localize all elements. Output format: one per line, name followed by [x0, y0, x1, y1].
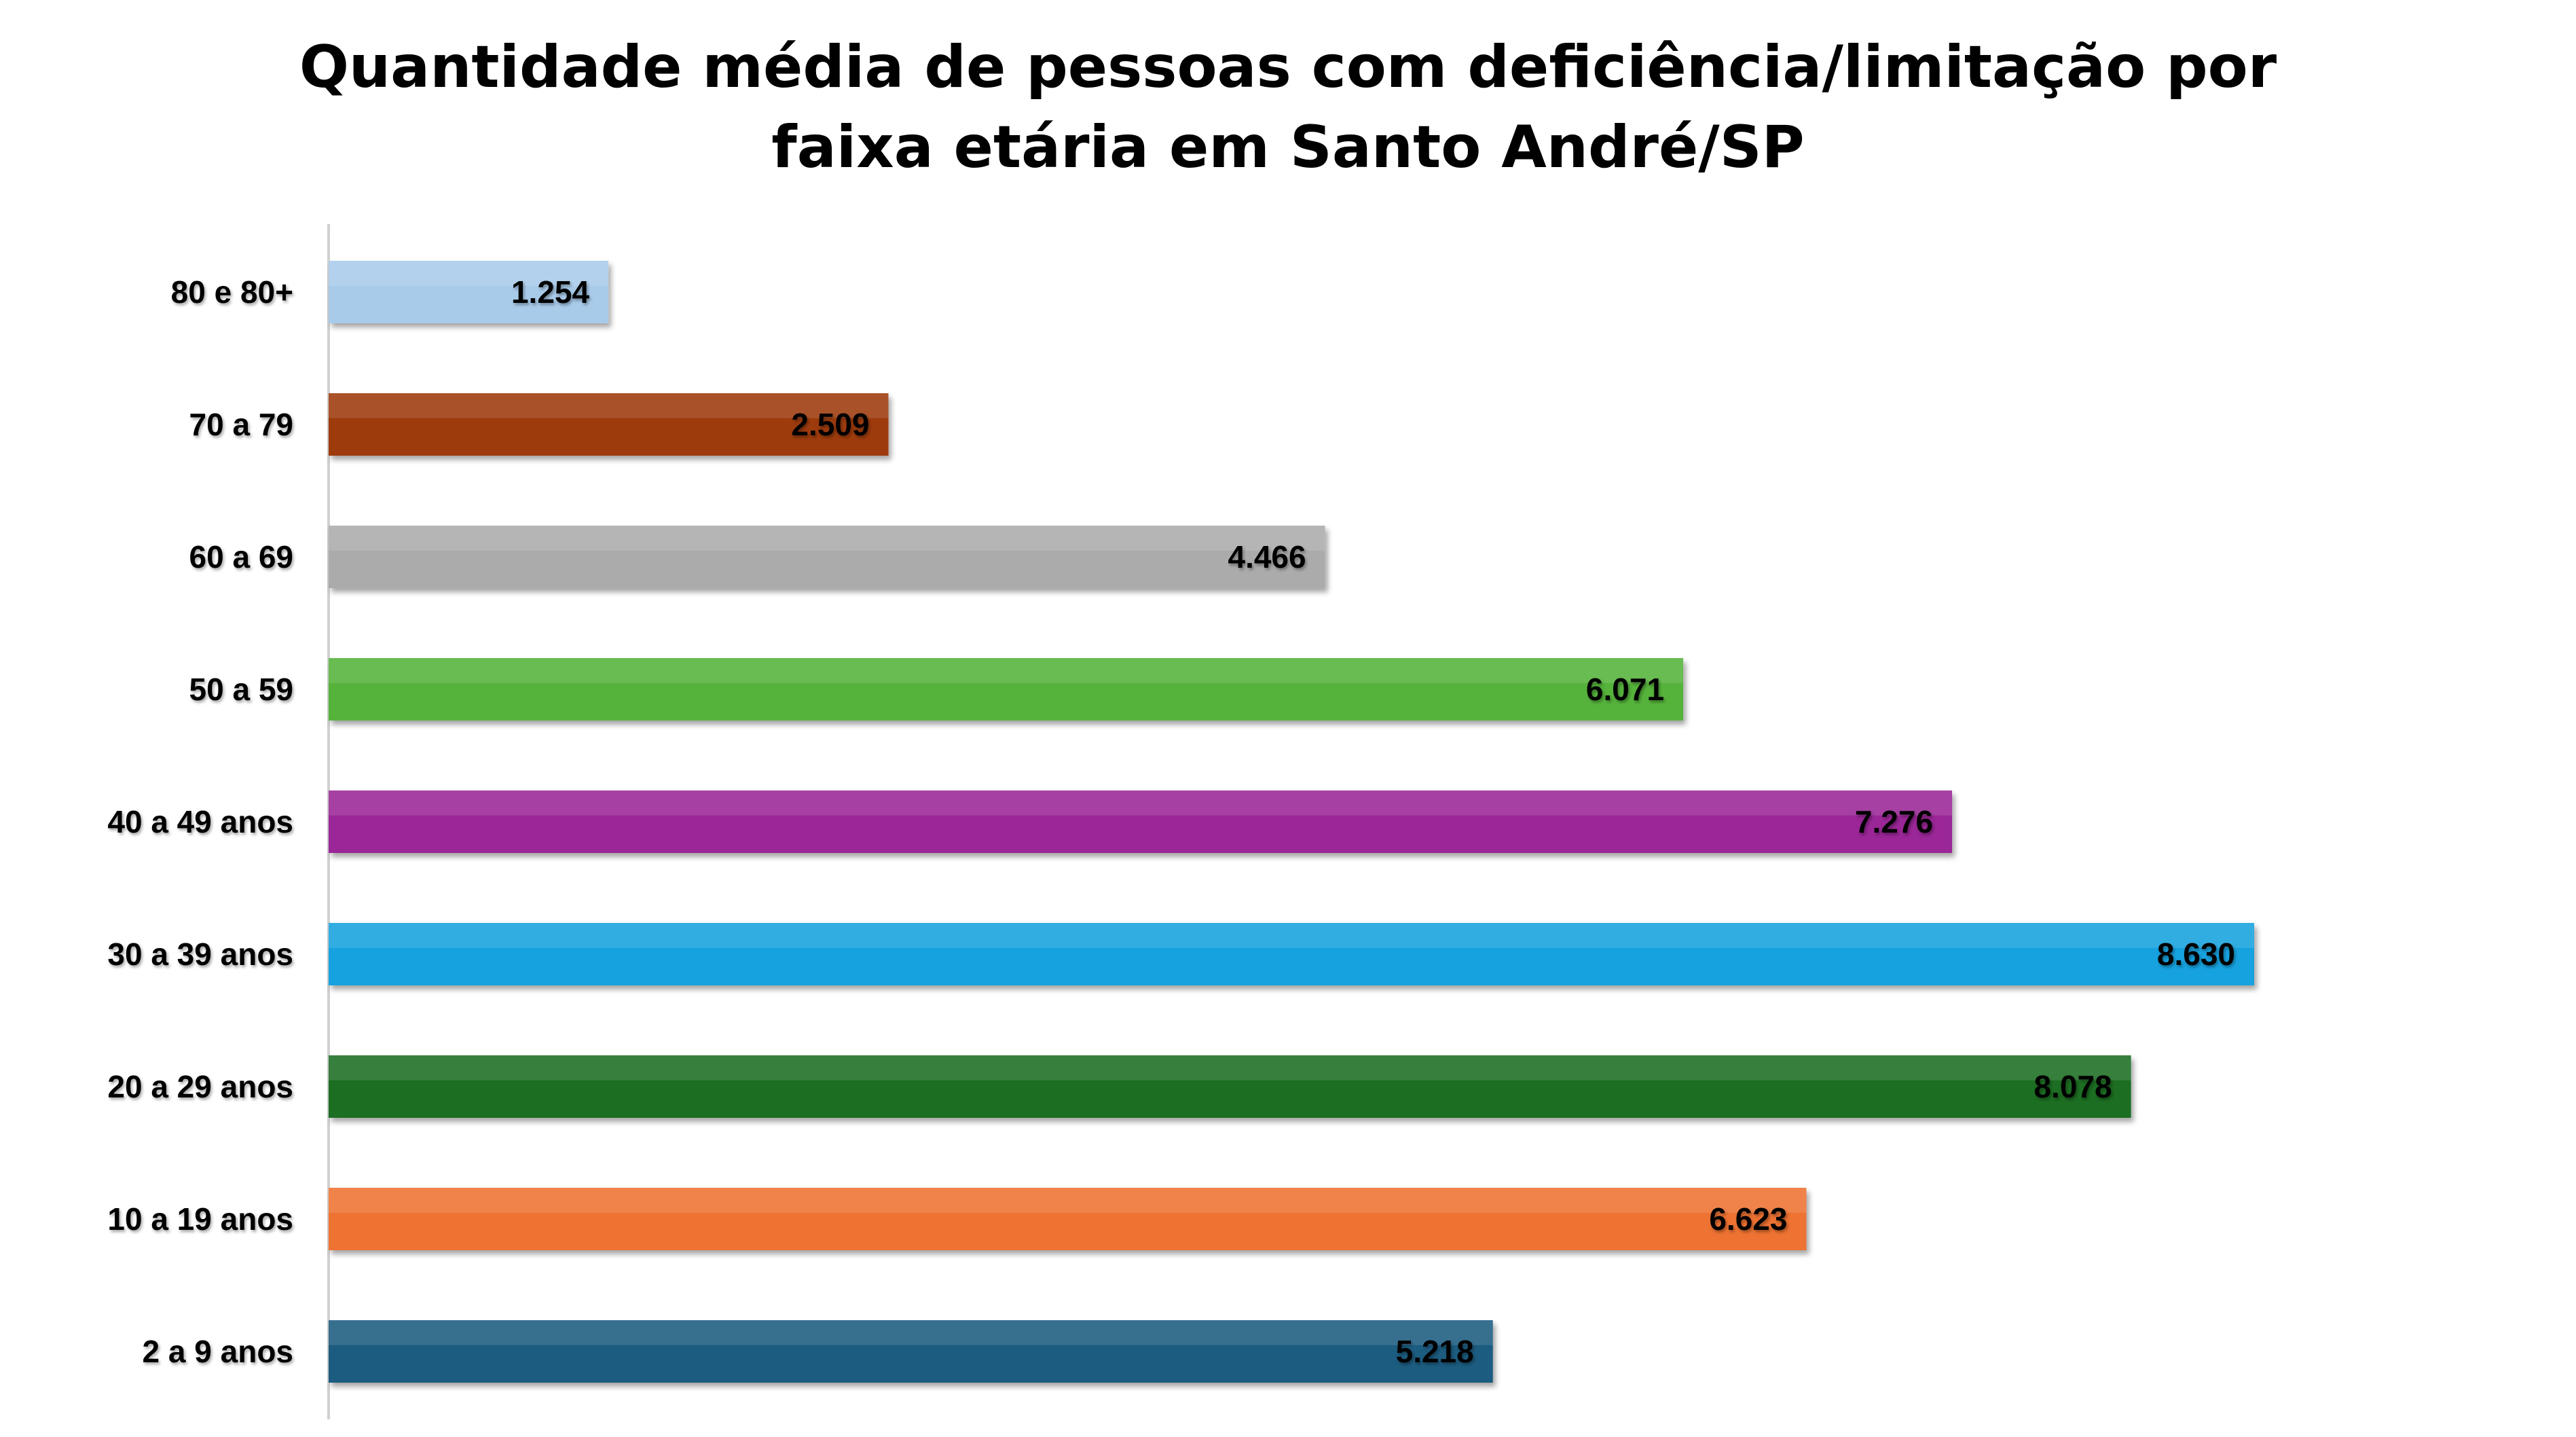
category-label-4: 40 a 49 anos: [107, 804, 293, 839]
bar-highlight-7: [329, 1188, 1807, 1213]
bar-7: [329, 1188, 1807, 1250]
value-label-4: 7.276: [1855, 804, 1933, 839]
bar-5: [329, 923, 2254, 985]
bar-highlight-4: [329, 790, 1953, 816]
category-label-5: 30 a 39 anos: [107, 936, 293, 972]
value-label-1: 2.509: [791, 407, 869, 442]
category-label-1: 70 a 79: [189, 407, 293, 442]
bar-3: [329, 658, 1684, 721]
bar-highlight-3: [329, 658, 1684, 683]
bar-highlight-0: [329, 261, 609, 286]
bar-8: [329, 1320, 1493, 1383]
bar-highlight-6: [329, 1055, 2131, 1080]
value-label-3: 6.071: [1586, 672, 1664, 707]
bar-1: [329, 393, 889, 456]
category-label-3: 50 a 59: [189, 672, 293, 707]
chart-title-line-1: Quantidade média de pessoas com deficiên…: [299, 33, 2277, 101]
chart-title-line-2: faixa etária em Santo André/SP: [771, 113, 1805, 181]
category-label-7: 10 a 19 anos: [107, 1201, 293, 1237]
value-label-7: 6.623: [1709, 1201, 1787, 1237]
bar-highlight-5: [329, 923, 2254, 948]
value-label-6: 8.078: [2034, 1069, 2112, 1104]
bar-highlight-2: [329, 526, 1325, 551]
value-label-8: 5.218: [1396, 1334, 1474, 1369]
bar-6: [329, 1055, 2131, 1118]
value-label-2: 4.466: [1228, 539, 1306, 575]
category-label-6: 20 a 29 anos: [107, 1069, 293, 1104]
category-label-0: 80 e 80+: [171, 274, 293, 310]
bars-group: 80 e 80+ 1.254 70 a 79 2.509 60 a 69 4.466 50 …: [107, 261, 2254, 1383]
bar-0: [329, 261, 609, 323]
category-label-8: 2 a 9 anos: [143, 1334, 293, 1369]
category-label-2: 60 a 69: [189, 539, 293, 575]
bar-2: [329, 526, 1325, 588]
value-label-5: 8.630: [2157, 936, 2235, 972]
bar-4: [329, 790, 1953, 853]
bar-highlight-8: [329, 1320, 1493, 1345]
bar-highlight-1: [329, 393, 889, 418]
chart-title: Quantidade média de pessoas com deficiên…: [0, 27, 2576, 187]
value-label-0: 1.254: [511, 274, 590, 310]
